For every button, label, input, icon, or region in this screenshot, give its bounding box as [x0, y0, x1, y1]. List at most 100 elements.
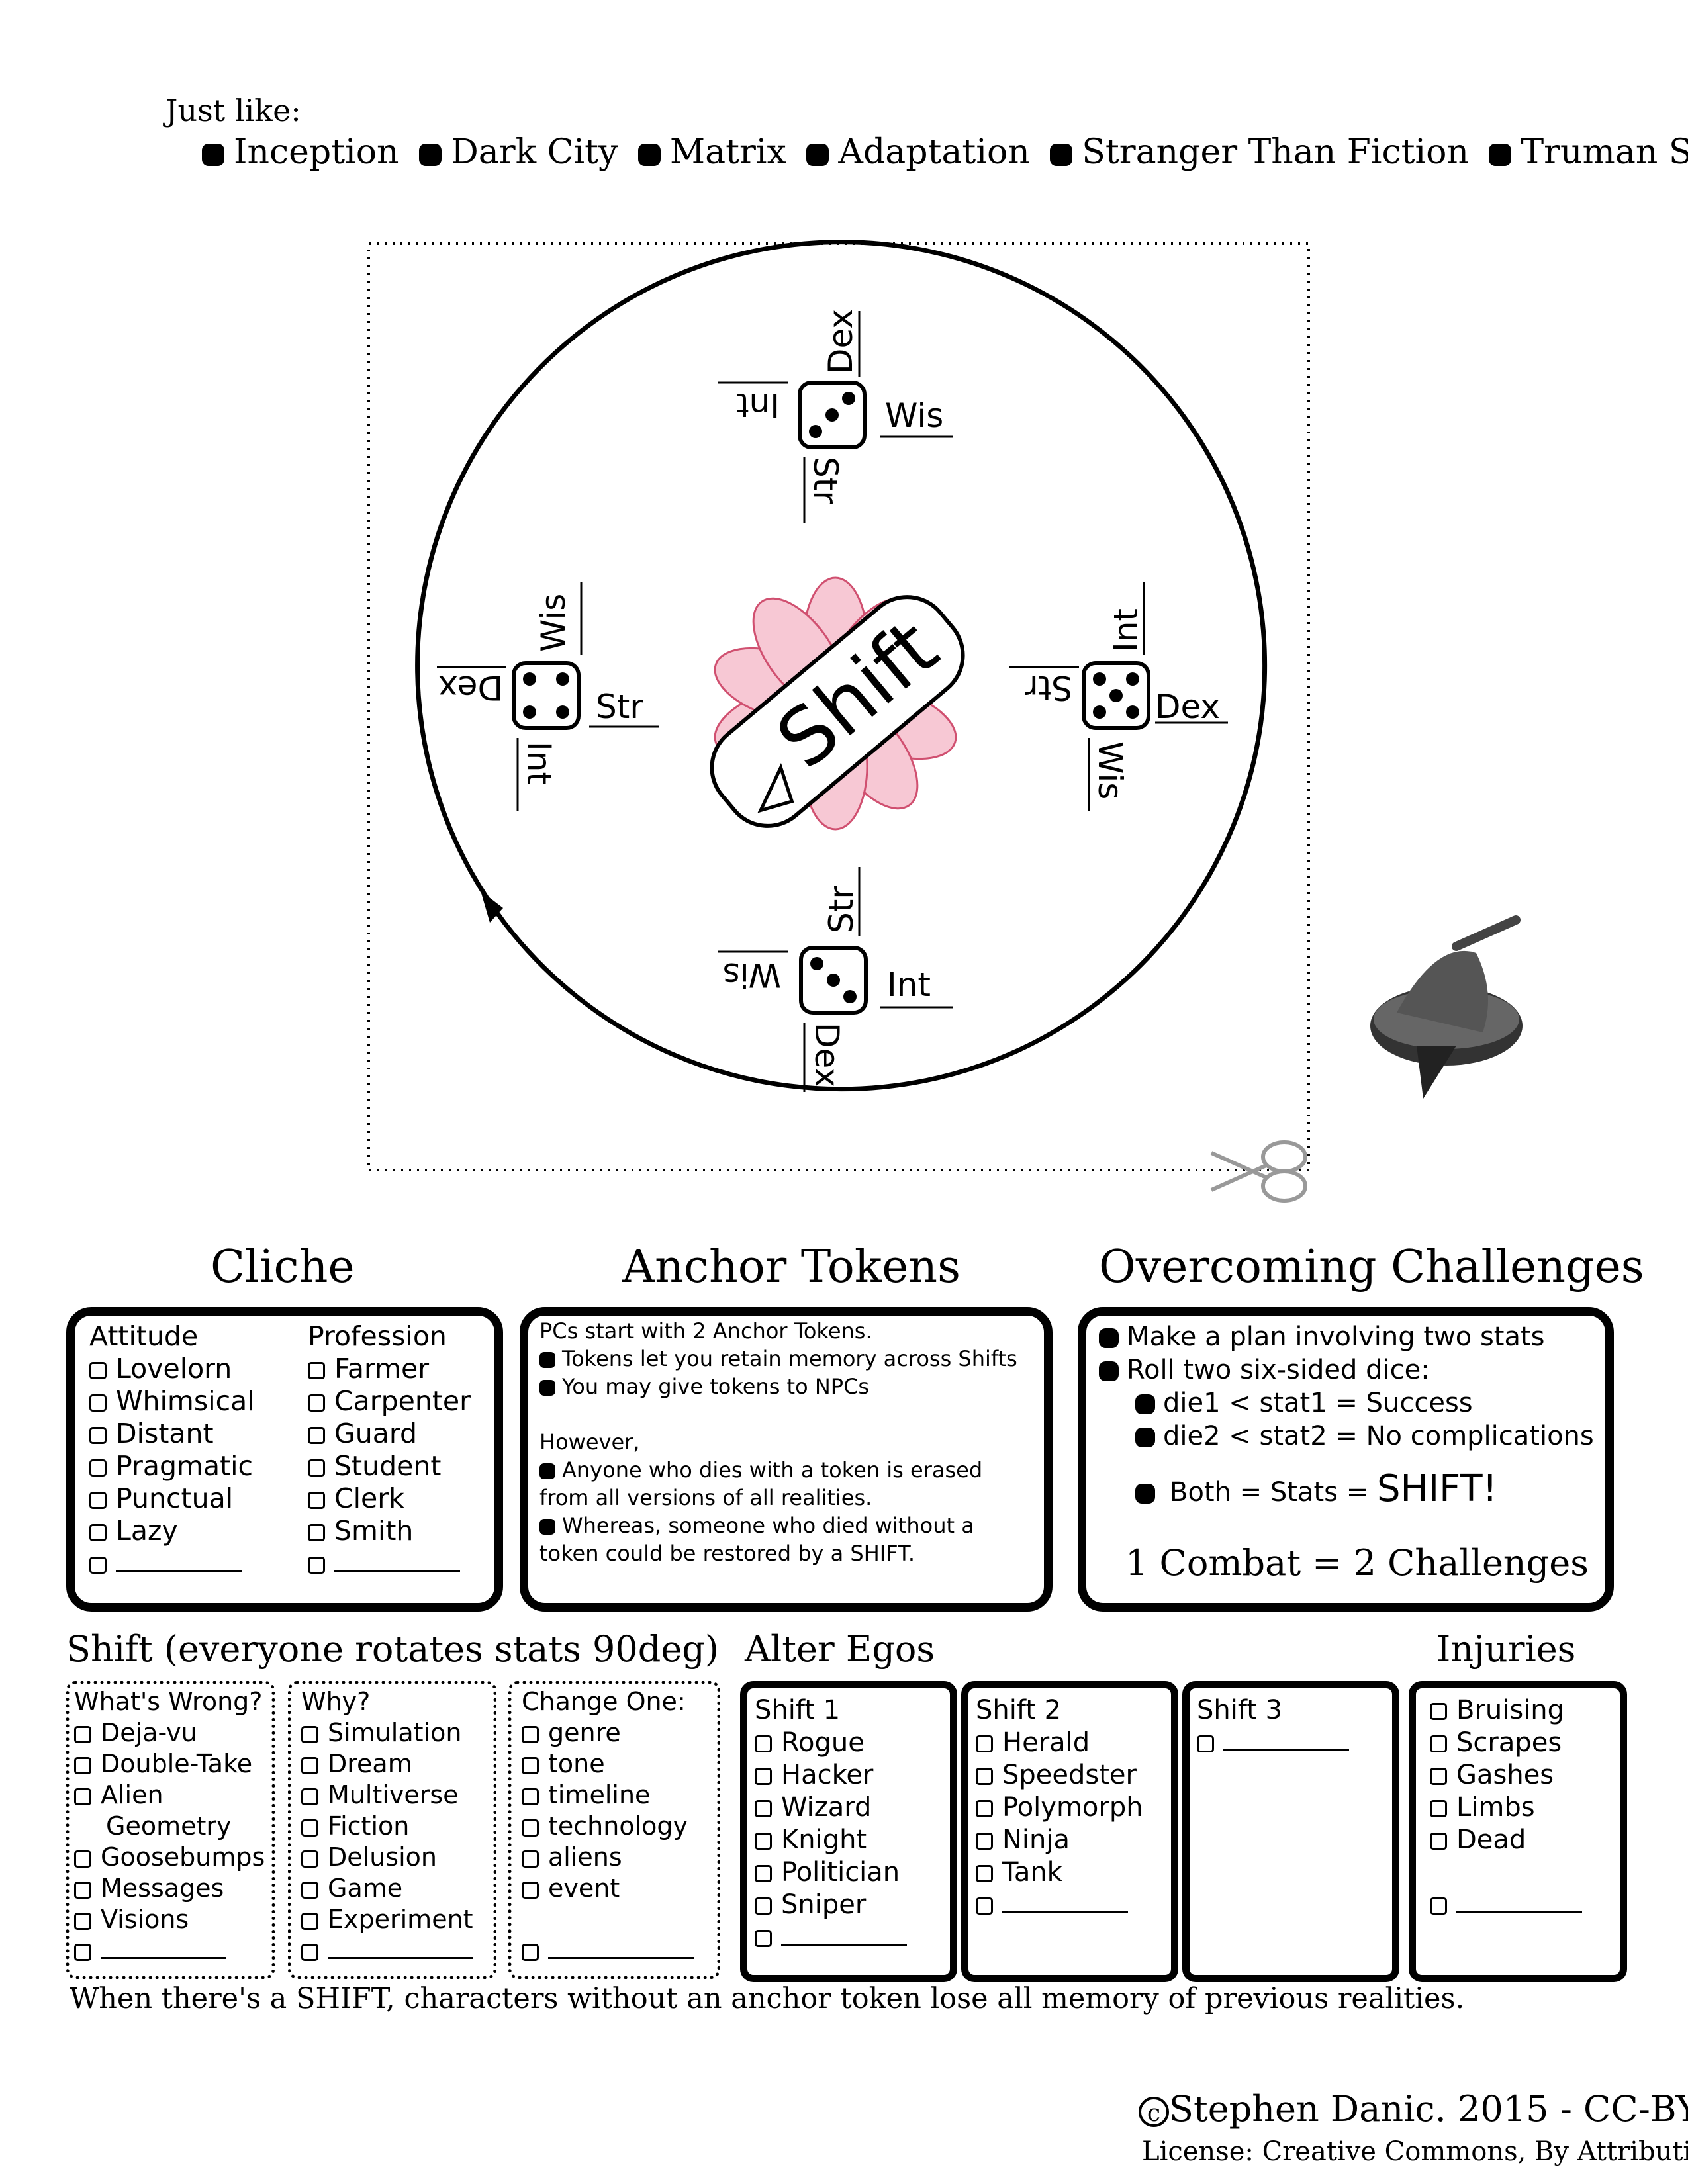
checkbox[interactable]	[976, 1897, 993, 1915]
checkbox[interactable]	[301, 1788, 318, 1805]
checkbox[interactable]	[89, 1427, 107, 1444]
checkbox[interactable]	[755, 1865, 772, 1882]
blank-field[interactable]	[548, 1937, 694, 1959]
custom-item	[522, 1935, 694, 1966]
checkbox[interactable]	[755, 1833, 772, 1850]
checkbox[interactable]	[301, 1881, 318, 1899]
checkbox[interactable]	[308, 1362, 325, 1379]
list-item: Dream	[301, 1749, 473, 1780]
checkbox[interactable]	[89, 1394, 107, 1412]
injuries-box	[1409, 1681, 1627, 1982]
just-like-item: Adaptation	[806, 132, 1030, 172]
checkbox[interactable]	[74, 1912, 91, 1930]
checkbox[interactable]	[755, 1897, 772, 1915]
checkbox[interactable]	[308, 1459, 325, 1477]
checkbox[interactable]	[89, 1362, 107, 1379]
bullet-icon	[202, 143, 224, 166]
anchor-bullet: Anyone who dies with a token is erased	[539, 1456, 1017, 1484]
checkbox[interactable]	[308, 1524, 325, 1541]
stat-label: Str	[1025, 668, 1072, 707]
checkbox[interactable]	[1430, 1735, 1447, 1752]
checkbox[interactable]	[74, 1881, 91, 1899]
blank-field[interactable]	[334, 1551, 460, 1572]
checkbox[interactable]	[1430, 1800, 1447, 1817]
checkbox[interactable]	[522, 1756, 539, 1774]
checkbox[interactable]	[301, 1912, 318, 1930]
cutout-wheel: Shift Dex Wis Int Str Int Dex Str Wis	[367, 240, 1523, 1203]
anchor-title: Anchor Tokens	[622, 1241, 961, 1293]
checkbox[interactable]	[301, 1756, 318, 1774]
blank-field[interactable]	[1223, 1729, 1349, 1751]
die-four	[512, 661, 581, 730]
checkbox[interactable]	[89, 1557, 107, 1574]
checkbox[interactable]	[522, 1943, 539, 1961]
checkbox[interactable]	[74, 1850, 91, 1868]
list-item: Lazy	[89, 1515, 255, 1547]
checkbox[interactable]	[976, 1735, 993, 1752]
checkbox[interactable]	[301, 1943, 318, 1961]
blank-field[interactable]	[1456, 1891, 1582, 1913]
checkbox[interactable]	[89, 1492, 107, 1509]
bullet-icon	[1135, 1484, 1155, 1504]
list-item: Gashes	[1430, 1759, 1582, 1792]
checkbox[interactable]	[308, 1492, 325, 1509]
copyright-icon: c	[1139, 2097, 1169, 2127]
checkbox[interactable]	[301, 1819, 318, 1837]
challenges-text: Make a plan involving two stats Roll two…	[1099, 1320, 1594, 1509]
checkbox[interactable]	[976, 1768, 993, 1785]
blank-field[interactable]	[781, 1924, 907, 1946]
license: License: Creative Commons, By Attributio…	[1142, 2136, 1688, 2167]
stat-label: Dex	[808, 1023, 846, 1087]
checkbox[interactable]	[755, 1735, 772, 1752]
just-like-item: Stranger Than Fiction	[1050, 132, 1469, 172]
checkbox[interactable]	[1197, 1735, 1214, 1752]
checkbox[interactable]	[74, 1943, 91, 1961]
checkbox[interactable]	[976, 1800, 993, 1817]
checkbox[interactable]	[1430, 1897, 1447, 1915]
checkbox[interactable]	[522, 1850, 539, 1868]
bullet-icon	[539, 1352, 555, 1368]
list-item: Punctual	[89, 1482, 255, 1515]
checkbox[interactable]	[74, 1725, 91, 1743]
checkbox[interactable]	[74, 1756, 91, 1774]
checkbox[interactable]	[301, 1850, 318, 1868]
checkbox[interactable]	[89, 1524, 107, 1541]
why-header: Why?	[301, 1687, 371, 1716]
stat-label: Int	[1107, 608, 1145, 652]
die-three-b	[799, 946, 868, 1015]
checkbox[interactable]	[308, 1557, 325, 1574]
stat-label: Int	[520, 741, 558, 785]
checkbox[interactable]	[308, 1427, 325, 1444]
checkbox[interactable]	[74, 1788, 91, 1805]
list-item: Alien	[74, 1780, 265, 1811]
list-item: timeline	[522, 1780, 694, 1811]
checkbox[interactable]	[1430, 1768, 1447, 1785]
checkbox[interactable]	[522, 1788, 539, 1805]
checkbox[interactable]	[522, 1725, 539, 1743]
checkbox[interactable]	[89, 1459, 107, 1477]
why-box	[288, 1681, 496, 1979]
checkbox[interactable]	[1430, 1703, 1447, 1720]
blank-field[interactable]	[328, 1937, 473, 1959]
custom-item	[976, 1889, 1143, 1921]
rotate-arrow-icon	[481, 891, 503, 923]
wrong-column: What's Wrong? Deja-vu Double-Take Alien …	[74, 1686, 265, 1966]
anchor-line: from all versions of all realities.	[539, 1485, 872, 1510]
checkbox[interactable]	[522, 1819, 539, 1837]
checkbox[interactable]	[976, 1833, 993, 1850]
alter-title: Alter Egos	[745, 1628, 935, 1670]
checkbox[interactable]	[976, 1865, 993, 1882]
blank-field[interactable]	[116, 1551, 242, 1572]
checkbox[interactable]	[755, 1768, 772, 1785]
blank-field[interactable]	[1002, 1891, 1128, 1913]
blank-field[interactable]	[101, 1937, 226, 1959]
list-item: Fiction	[301, 1811, 473, 1842]
list-item: genre	[522, 1717, 694, 1749]
checkbox[interactable]	[755, 1800, 772, 1817]
checkbox[interactable]	[755, 1930, 772, 1947]
checkbox[interactable]	[308, 1394, 325, 1412]
checkbox[interactable]	[522, 1881, 539, 1899]
checkbox[interactable]	[1430, 1833, 1447, 1850]
checkbox[interactable]	[301, 1725, 318, 1743]
cliche-title: Cliche	[211, 1241, 355, 1293]
